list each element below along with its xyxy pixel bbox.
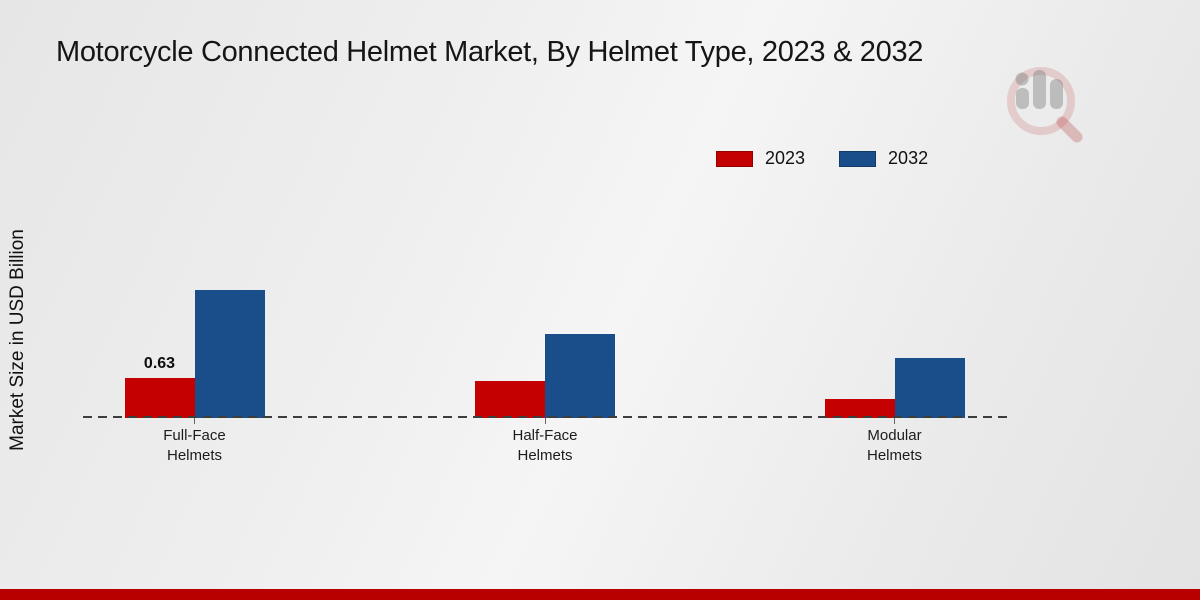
legend-label-2032: 2032 <box>888 148 929 168</box>
legend: 2023 2032 <box>716 148 928 169</box>
x-axis-tick-modular-helmets <box>894 418 895 424</box>
bar-2023-modular-helmets <box>824 399 895 418</box>
legend-swatch-2023 <box>716 150 753 167</box>
bar-2032-half-face-helmets <box>545 334 615 418</box>
bar-2032-modular-helmets <box>894 358 965 418</box>
bar-2023-full-face-helmets <box>124 378 195 418</box>
legend-swatch-2032 <box>839 150 877 167</box>
legend-label-2023: 2023 <box>765 148 806 168</box>
footer-accent-bar <box>0 589 1200 600</box>
chart-title: Motorcycle Connected Helmet Market, By H… <box>56 36 924 68</box>
x-axis-tick-full-face-helmets <box>194 418 195 424</box>
baseline-dashed-line <box>83 416 1007 418</box>
y-axis-label: Market Size in USD Billion <box>7 229 28 451</box>
x-axis-tick-half-face-helmets <box>544 418 546 424</box>
legend-item-2023: 2023 <box>716 148 805 169</box>
category-label-half-face-helmets: Half-Face Helmets <box>512 427 578 464</box>
category-label-modular-helmets: Modular Helmets <box>866 427 922 464</box>
category-label-full-face-helmets: Full-Face Helmets <box>163 427 226 464</box>
magnifier-bar-chart-logo-watermark <box>1007 67 1083 143</box>
bar-2032-full-face-helmets <box>194 290 265 418</box>
bar-2023-half-face-helmets <box>475 381 545 418</box>
legend-item-2032: 2032 <box>839 148 928 169</box>
bar-value-label-2023-full-face-helmets: 0.63 <box>143 355 176 372</box>
